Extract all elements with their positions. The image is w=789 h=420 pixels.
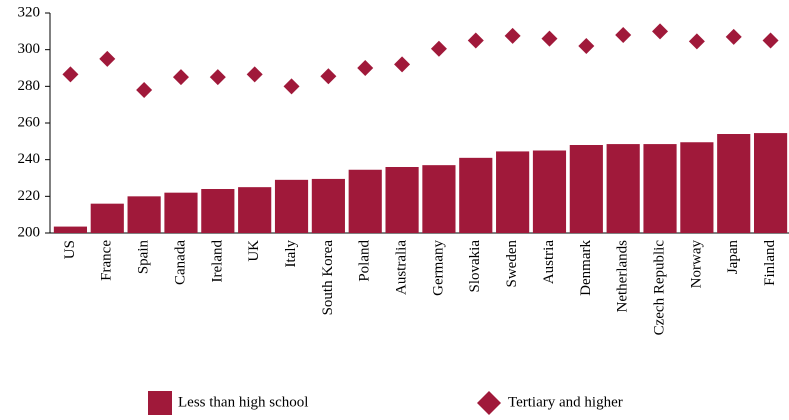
x-tick-label: Netherlands bbox=[615, 240, 631, 313]
x-tick-label: Czech Republic bbox=[651, 240, 667, 336]
bar bbox=[201, 189, 235, 233]
bar bbox=[385, 167, 419, 233]
bar bbox=[53, 226, 88, 233]
bar bbox=[274, 179, 309, 233]
legend-label: Less than high school bbox=[178, 394, 308, 410]
diamond-marker bbox=[357, 60, 374, 76]
bar bbox=[680, 142, 714, 233]
x-tick-label: Denmark bbox=[578, 240, 594, 296]
y-tick-label: 280 bbox=[18, 78, 41, 94]
x-tick-label: Norway bbox=[688, 240, 704, 289]
y-tick-label: 240 bbox=[18, 151, 41, 167]
diamond-marker bbox=[688, 33, 705, 50]
legend-label: Tertiary and higher bbox=[508, 394, 623, 410]
legend-swatch bbox=[477, 391, 501, 415]
bar bbox=[238, 187, 272, 233]
diamond-marker bbox=[394, 56, 411, 73]
x-tick-label: Germany bbox=[430, 240, 446, 296]
diamond-marker bbox=[467, 32, 484, 49]
x-tick-label: South Korea bbox=[320, 240, 336, 316]
bar bbox=[311, 178, 345, 233]
diamond-marker bbox=[762, 32, 779, 49]
diamond-marker bbox=[430, 40, 447, 57]
x-tick-label: Italy bbox=[283, 240, 299, 268]
diamond-marker bbox=[99, 50, 116, 67]
y-tick-label: 220 bbox=[18, 188, 41, 204]
bar bbox=[459, 157, 493, 233]
y-tick-label: 260 bbox=[18, 114, 41, 130]
bar bbox=[90, 203, 124, 233]
diamond-marker bbox=[209, 69, 226, 86]
x-tick-label: Sweden bbox=[504, 240, 520, 288]
diamond-marker bbox=[615, 27, 632, 43]
x-tick-label: Finland bbox=[762, 240, 778, 286]
diamond-marker bbox=[136, 82, 153, 98]
x-tick-label: US bbox=[62, 240, 78, 259]
bar bbox=[164, 192, 198, 233]
x-tick-label: France bbox=[99, 240, 115, 281]
bar bbox=[127, 196, 161, 233]
bar bbox=[753, 133, 788, 233]
x-tick-label: Japan bbox=[725, 240, 741, 275]
diamond-marker bbox=[541, 30, 558, 47]
x-tick-label: Ireland bbox=[209, 240, 225, 283]
x-tick-label: Canada bbox=[172, 240, 188, 285]
diamond-marker bbox=[652, 23, 669, 40]
bar bbox=[348, 169, 382, 233]
legend-swatch bbox=[148, 391, 172, 415]
bar bbox=[643, 144, 677, 233]
x-tick-label: Poland bbox=[357, 240, 373, 282]
diamond-marker bbox=[504, 27, 521, 44]
bar bbox=[496, 151, 530, 233]
bar bbox=[717, 134, 751, 233]
x-tick-label: Spain bbox=[136, 240, 152, 275]
x-tick-label: Austria bbox=[541, 240, 557, 285]
diamond-marker bbox=[246, 66, 263, 83]
x-tick-label: Australia bbox=[394, 240, 410, 295]
diamond-marker bbox=[172, 69, 189, 86]
diamond-marker bbox=[62, 66, 79, 83]
y-tick-label: 300 bbox=[18, 41, 41, 57]
diamond-marker bbox=[725, 28, 742, 45]
x-tick-label: Slovakia bbox=[467, 240, 483, 293]
diamond-marker bbox=[283, 78, 300, 95]
y-tick-label: 320 bbox=[18, 4, 41, 20]
bar bbox=[569, 145, 603, 233]
diamond-marker bbox=[578, 38, 595, 54]
bar bbox=[422, 165, 456, 233]
bar bbox=[606, 144, 640, 233]
x-tick-label: UK bbox=[246, 240, 262, 262]
diamond-marker bbox=[320, 68, 337, 85]
y-tick-label: 200 bbox=[18, 224, 41, 240]
bar bbox=[532, 150, 567, 233]
